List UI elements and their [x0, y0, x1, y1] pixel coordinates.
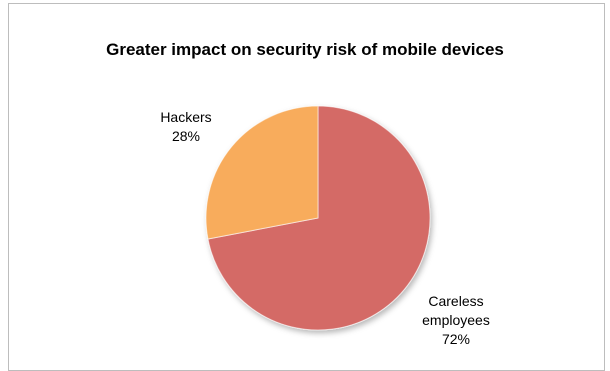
slice-label-careless-employees: Careless employees 72%	[406, 292, 506, 349]
chart-title: Greater impact on security risk of mobil…	[106, 40, 504, 59]
slice-label-careless-employees-percent: 72%	[441, 331, 471, 347]
slice-label-hackers-percent: 28%	[171, 128, 201, 144]
slice-label-careless-employees-line-1: Careless	[428, 293, 484, 309]
slice-label-hackers: Hackers 28%	[146, 108, 226, 146]
pie-slice-hackers	[205, 105, 319, 240]
slice-label-hackers-line-1: Hackers	[160, 109, 212, 125]
slice-label-careless-employees-line-2: employees	[422, 312, 490, 328]
pie-slice-careless-employees	[207, 105, 431, 331]
